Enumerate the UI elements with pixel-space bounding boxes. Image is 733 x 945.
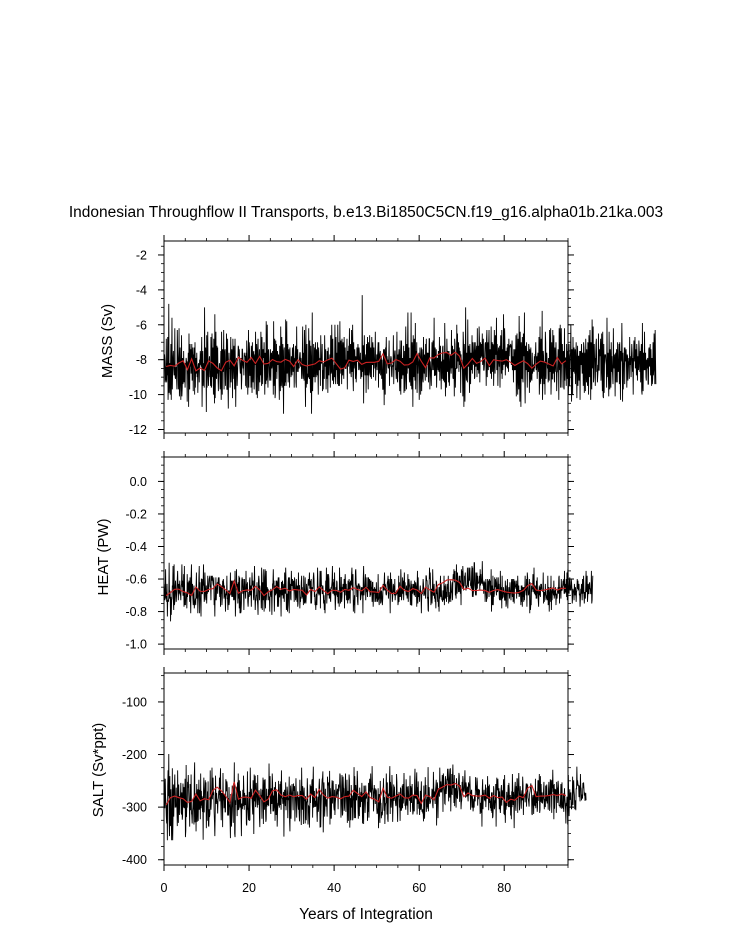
panel-heat: HEAT (PW) 0.0 -0.2 -0.4 -0.6 -0.8 -1.0 [95, 451, 594, 655]
y-axis-label-salt: SALT (Sv*ppt) [90, 723, 107, 817]
y-tick-label-mass: -2 [136, 248, 147, 262]
y-tick-label-salt: -100 [122, 695, 147, 709]
y-axis-label-mass: MASS (Sv) [99, 304, 116, 378]
y-axis-label-heat: HEAT (PW) [95, 519, 112, 596]
plot-frame-salt [163, 672, 569, 866]
y-tick-label-heat: -0.4 [125, 540, 147, 554]
plot-frame-heat [163, 456, 569, 650]
series-raw-mass [163, 295, 657, 414]
y-tick-label-salt: -400 [122, 853, 147, 867]
series-raw-salt [163, 754, 587, 841]
chart-title: Indonesian Throughflow II Transports, b.… [69, 204, 663, 221]
y-tick-label-heat: -0.6 [125, 573, 147, 587]
x-tick-label: 0 [161, 881, 168, 895]
series-smoothed-salt [165, 781, 567, 806]
y-tick-label-salt: -200 [122, 748, 147, 762]
panel-mass: MASS (Sv) -2 -4 -6 -8 -10 -12 [99, 235, 657, 439]
y-tick-label-mass: -6 [136, 318, 147, 332]
y-tick-label-mass: -4 [136, 283, 147, 297]
y-tick-label-heat: 0.0 [130, 475, 147, 489]
y-tick-label-mass: -10 [129, 388, 147, 402]
panel-salt: SALT (Sv*ppt) -100 -200 -300 -400 [90, 667, 587, 871]
plot-frame-mass [163, 240, 569, 434]
series-smoothed-heat [165, 579, 566, 597]
y-tick-label-heat: -0.8 [125, 605, 147, 619]
x-tick-label: 80 [497, 881, 511, 895]
x-tick-label: 40 [327, 881, 341, 895]
y-tick-label-heat: -0.2 [125, 507, 147, 521]
y-tick-label-mass: -8 [136, 353, 147, 367]
x-tick-label: 60 [412, 881, 426, 895]
y-tick-label-salt: -300 [122, 801, 147, 815]
x-tick-label: 20 [242, 881, 256, 895]
series-smoothed-mass [165, 351, 567, 372]
series-raw-heat [163, 561, 594, 622]
y-tick-label-mass: -12 [129, 423, 147, 437]
y-tick-label-heat: -1.0 [125, 638, 147, 652]
x-axis-label: Years of Integration [299, 906, 433, 923]
